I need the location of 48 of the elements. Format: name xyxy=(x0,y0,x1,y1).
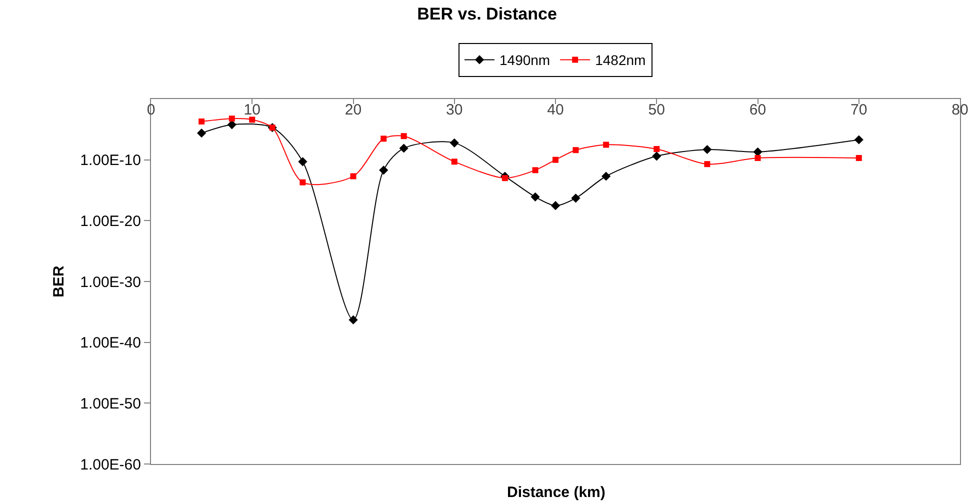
y-tick-label: 1.00E-50 xyxy=(80,395,141,412)
point xyxy=(400,133,407,140)
point xyxy=(571,194,580,203)
y-tick-label: 1.00E-30 xyxy=(80,274,141,291)
x-axis-title: Distance (km) xyxy=(507,484,606,501)
point xyxy=(856,155,862,161)
point xyxy=(854,135,864,144)
point xyxy=(530,192,540,202)
point xyxy=(603,142,610,148)
x-tick-label: 10 xyxy=(244,102,260,118)
y-axis-title: BER xyxy=(50,266,68,298)
point xyxy=(249,116,256,123)
y-tick-label: 1.00E-40 xyxy=(80,334,141,352)
x-tick-label: 70 xyxy=(850,102,868,118)
point xyxy=(702,144,712,154)
point xyxy=(399,144,408,153)
point xyxy=(502,175,508,182)
point xyxy=(300,179,306,186)
point xyxy=(379,166,388,175)
point xyxy=(380,136,387,142)
point xyxy=(652,152,662,161)
y-tick-label: 1.00E-60 xyxy=(80,456,141,474)
chart-title: BER vs. Distance xyxy=(417,4,557,24)
y-tick-label: 1.00E-10 xyxy=(80,152,141,170)
point xyxy=(450,138,459,148)
point xyxy=(348,315,358,324)
point xyxy=(572,147,579,154)
point xyxy=(350,173,356,180)
point xyxy=(298,157,308,166)
point xyxy=(451,158,458,165)
point xyxy=(228,116,235,122)
point xyxy=(602,172,611,181)
x-tick-label: 20 xyxy=(344,102,362,118)
point xyxy=(654,146,660,152)
x-tick-label: 60 xyxy=(749,102,766,118)
point xyxy=(754,155,761,161)
legend-label: 1482nm xyxy=(595,52,646,68)
x-tick-label: 30 xyxy=(446,102,463,118)
point xyxy=(550,201,560,210)
point xyxy=(552,156,558,163)
point xyxy=(197,128,206,138)
point xyxy=(198,118,205,124)
point xyxy=(704,161,710,168)
x-tick-label: 50 xyxy=(648,102,665,118)
legend-label: 1490nm xyxy=(500,52,550,68)
y-tick-label: 1.00E-20 xyxy=(80,212,141,230)
x-tick-label: 40 xyxy=(547,102,564,118)
point xyxy=(532,167,538,174)
